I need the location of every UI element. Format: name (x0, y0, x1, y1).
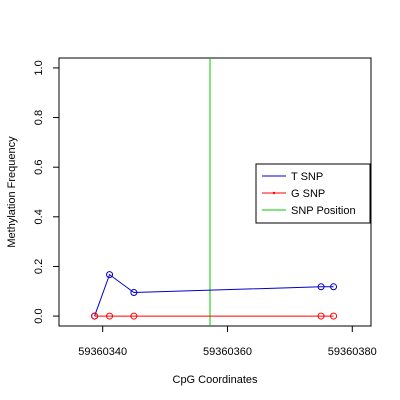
data-point-1-1 (106, 312, 114, 320)
data-point-0-4 (330, 283, 338, 291)
data-point-0-3 (317, 283, 325, 291)
x-axis-label: CpG Coordinates (173, 374, 258, 386)
x-tick-label: 59360380 (328, 346, 377, 358)
series-group (91, 271, 338, 320)
legend-label: T SNP (291, 171, 323, 183)
y-tick-label: 0.8 (33, 110, 45, 125)
y-tick-label: 0.0 (33, 308, 45, 323)
y-tick-label: 0.6 (33, 160, 45, 175)
data-point-1-2 (130, 312, 138, 320)
x-tick-label: 59360360 (203, 346, 252, 358)
legend-swatch-dot (272, 191, 276, 195)
legend-entries: T SNP G SNP SNP Position (262, 171, 356, 217)
y-tick-label: 1.0 (33, 60, 45, 75)
data-point-0-2 (130, 289, 138, 296)
y-axis: 0.0 0.2 0.4 0.6 0.8 1.0 (33, 60, 59, 324)
data-point-1-4 (330, 312, 338, 320)
y-tick-label: 0.2 (33, 259, 45, 274)
x-axis: 59360340 59360360 59360380 (78, 326, 377, 358)
legend-label: SNP Position (291, 205, 356, 217)
data-point-1-3 (317, 312, 325, 320)
x-tick-label: 59360340 (78, 346, 127, 358)
y-tick-label: 0.4 (33, 209, 45, 224)
legend-label: G SNP (291, 188, 325, 200)
y-axis-label: Methylation Frequency (6, 136, 18, 248)
legend: T SNP G SNP SNP Position (255, 163, 371, 224)
series-line-0 (94, 273, 334, 317)
data-point-1-0 (91, 312, 99, 320)
data-point-0-1 (106, 271, 114, 279)
plot-frame (58, 57, 372, 327)
